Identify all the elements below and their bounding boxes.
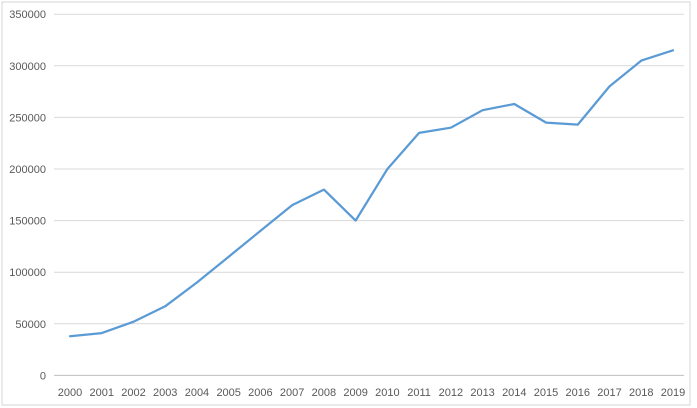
x-axis-tick-label: 2008 [312, 387, 336, 399]
x-axis-tick-label: 2004 [185, 387, 209, 399]
x-axis-tick-label: 2012 [439, 387, 463, 399]
x-axis-tick-label: 2010 [375, 387, 399, 399]
x-axis-tick-label: 2016 [566, 387, 590, 399]
x-axis-tick-label: 2009 [343, 387, 367, 399]
x-axis-tick-label: 2007 [280, 387, 304, 399]
y-axis-tick-label: 0 [40, 370, 46, 382]
x-axis-tick-label: 2015 [534, 387, 558, 399]
x-axis-tick-label: 2013 [470, 387, 494, 399]
x-axis-tick-label: 2001 [89, 387, 113, 399]
x-axis-tick-label: 2019 [661, 387, 685, 399]
y-axis-tick-label: 100000 [9, 267, 46, 279]
y-axis-tick-label: 250000 [9, 112, 46, 124]
y-axis-tick-label: 150000 [9, 216, 46, 228]
x-axis-tick-label: 2018 [629, 387, 653, 399]
y-axis-tick-label: 200000 [9, 164, 46, 176]
x-axis-tick-label: 2014 [502, 387, 526, 399]
y-axis-tick-label: 300000 [9, 61, 46, 73]
x-axis-tick-label: 2005 [216, 387, 240, 399]
x-axis-tick-label: 2017 [597, 387, 621, 399]
y-axis-tick-label: 350000 [9, 9, 46, 21]
x-axis-tick-label: 2011 [407, 387, 431, 399]
x-axis-tick-label: 2002 [121, 387, 145, 399]
x-axis-tick-label: 2006 [248, 387, 272, 399]
x-axis-tick-label: 2000 [58, 387, 82, 399]
data-series-line [68, 49, 675, 338]
y-axis-tick-label: 50000 [15, 319, 46, 331]
x-axis-tick-label: 2003 [153, 387, 177, 399]
